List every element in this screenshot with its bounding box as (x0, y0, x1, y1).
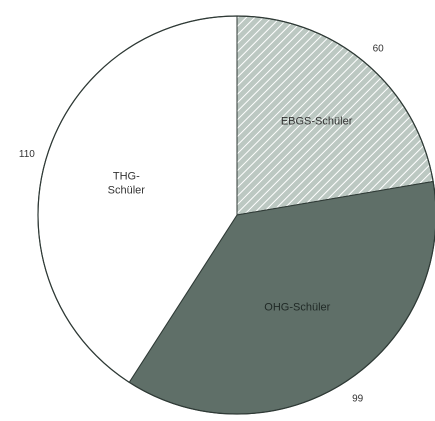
pie-value-label-thg-sch-ler: 110 (19, 149, 35, 160)
pie-value-labels: 60 99 110 (19, 44, 384, 405)
pie-outline (37, 15, 435, 415)
pie-outer-circle (37, 15, 435, 415)
pie-category-label-thg-sch-ler: THG-Schüler (108, 170, 146, 196)
pie-slices (37, 15, 435, 415)
pie-category-label-ohg-sch-ler: OHG-Schüler (264, 301, 330, 313)
pie-value-label-ohg-sch-ler: 99 (352, 394, 364, 405)
pie-value-label-ebgs-sch-ler: 60 (373, 44, 385, 55)
pie-category-labels: EBGS-Schüler OHG-Schüler THG-Schüler (108, 116, 353, 314)
pie-category-label-ebgs-sch-ler: EBGS-Schüler (281, 116, 353, 128)
